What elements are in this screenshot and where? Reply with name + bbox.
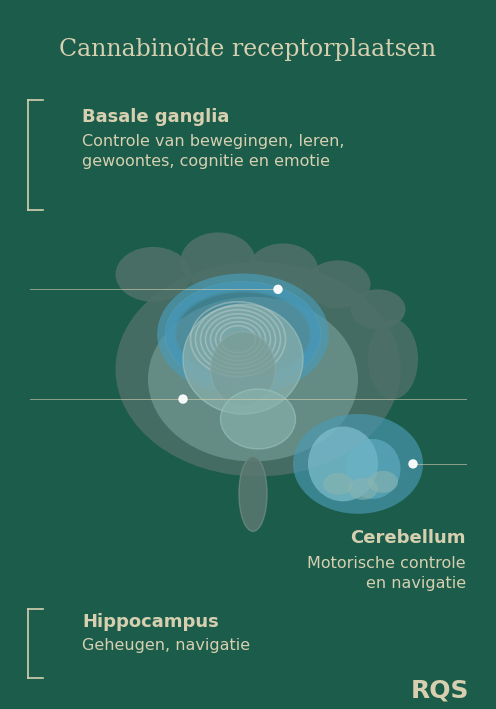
- Ellipse shape: [221, 389, 296, 449]
- Ellipse shape: [248, 243, 318, 296]
- Ellipse shape: [210, 332, 275, 406]
- Text: Basale ganglia: Basale ganglia: [82, 108, 229, 125]
- Text: RQS: RQS: [411, 679, 469, 703]
- Ellipse shape: [368, 471, 398, 493]
- Ellipse shape: [239, 457, 267, 531]
- Ellipse shape: [274, 285, 282, 294]
- Ellipse shape: [116, 262, 400, 476]
- Ellipse shape: [116, 247, 190, 302]
- Ellipse shape: [179, 395, 187, 403]
- Text: Motorische controle
en navigatie: Motorische controle en navigatie: [308, 556, 466, 591]
- Ellipse shape: [348, 478, 378, 500]
- Ellipse shape: [183, 304, 303, 414]
- Ellipse shape: [323, 473, 353, 495]
- Ellipse shape: [306, 260, 371, 308]
- Ellipse shape: [148, 297, 358, 462]
- Ellipse shape: [351, 289, 406, 329]
- Ellipse shape: [346, 439, 400, 499]
- Text: Controle van bewegingen, leren,
gewoontes, cognitie en emotie: Controle van bewegingen, leren, gewoonte…: [82, 134, 345, 169]
- Ellipse shape: [368, 319, 418, 399]
- Ellipse shape: [308, 427, 378, 501]
- Text: Geheugen, navigatie: Geheugen, navigatie: [82, 639, 250, 654]
- Text: Cannabinoïde receptorplaatsen: Cannabinoïde receptorplaatsen: [60, 38, 436, 61]
- Ellipse shape: [293, 414, 423, 514]
- Text: Hippocampus: Hippocampus: [82, 613, 219, 630]
- Text: Cerebellum: Cerebellum: [351, 529, 466, 547]
- Ellipse shape: [181, 233, 255, 290]
- Ellipse shape: [166, 282, 320, 386]
- Ellipse shape: [409, 460, 417, 468]
